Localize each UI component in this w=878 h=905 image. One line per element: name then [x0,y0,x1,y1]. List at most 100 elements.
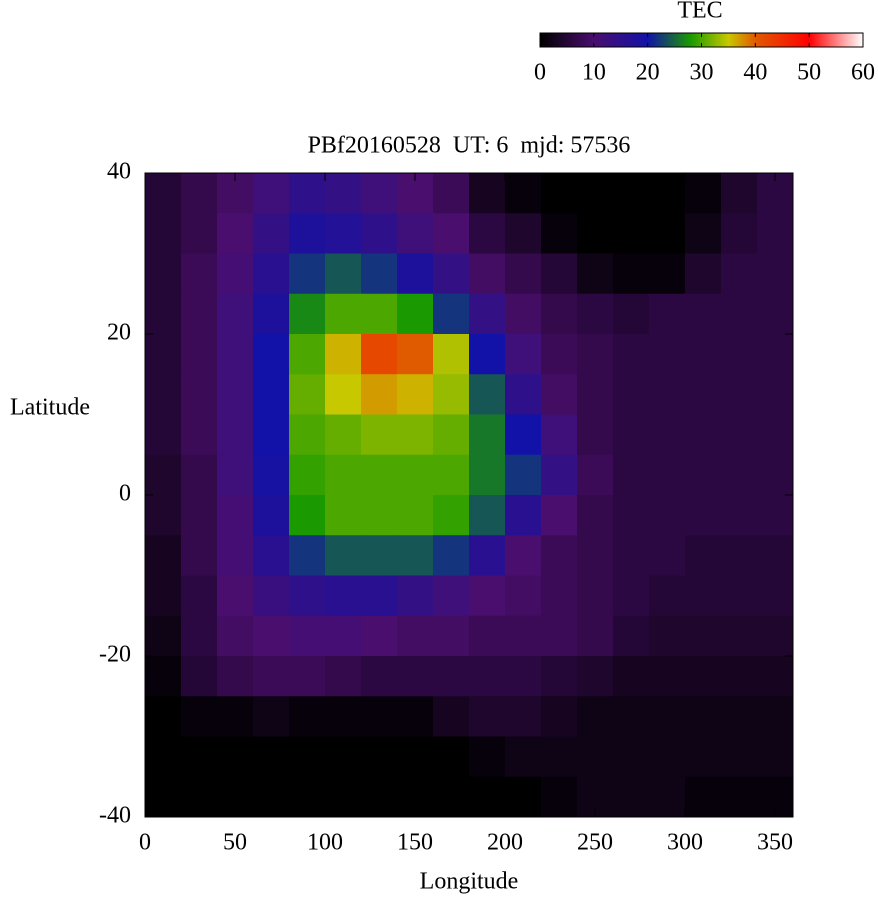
heatmap-cell [325,293,362,335]
heatmap-cell [289,575,326,617]
heatmap-cell [397,253,434,295]
heatmap-cell [361,575,398,617]
heatmap-cell [325,253,362,295]
heatmap-cell [397,293,434,335]
heatmap-cell [721,374,758,415]
chart-title: PBf20160528 UT: 6 mjd: 57536 [308,133,631,159]
heatmap-cell [397,334,434,375]
heatmap-cell [757,615,794,657]
heatmap-cell [361,414,398,456]
heatmap-cell [721,696,758,737]
heatmap-cell [253,454,290,496]
heatmap-cell [433,454,470,496]
heatmap-cell [757,736,794,778]
heatmap-cell [685,293,722,335]
heatmap-cell [685,696,722,737]
heatmap-cell [433,253,470,295]
heatmap-cell [757,293,794,335]
heatmap-cell [505,736,542,778]
heatmap-cell [577,334,614,375]
heatmap-cell [181,736,218,778]
heatmap-cell [649,776,686,818]
heatmap-cell [721,535,758,576]
heatmap-cell [541,293,578,335]
heatmap-cell [541,253,578,295]
heatmap-cell [397,414,434,456]
heatmap-cell [757,495,794,536]
heatmap-cell [289,696,326,737]
heatmap-cell [289,293,326,335]
heatmap-cell [757,575,794,617]
heatmap-cell [613,696,650,737]
x-tick-label: 300 [667,830,703,856]
heatmap-cell [325,535,362,576]
heatmap-cell [721,253,758,295]
heatmap-cell [505,575,542,617]
heatmap-cell [361,213,398,254]
heatmap-cell [361,656,398,697]
heatmap-cell [253,575,290,617]
heatmap-cell [613,374,650,415]
heatmap-cell [181,334,218,375]
heatmap-cell [145,293,182,335]
heatmap-cell [541,615,578,657]
heatmap-cell [469,656,506,697]
heatmap-cell [613,173,650,214]
heatmap-cell [649,736,686,778]
heatmap-cell [577,575,614,617]
heatmap-cell [649,213,686,254]
heatmap-cell [721,615,758,657]
heatmap-cell [577,656,614,697]
heatmap-cell [289,334,326,375]
heatmap-cell [685,334,722,375]
colorbar-tick-label: 40 [743,60,767,86]
heatmap-cell [505,454,542,496]
heatmap-cell [145,776,182,818]
heatmap-cell [541,776,578,818]
heatmap-cell [397,656,434,697]
heatmap-cell [577,495,614,536]
heatmap-cell [397,535,434,576]
heatmap-cell [433,535,470,576]
heatmap-cell [469,293,506,335]
heatmap-cell [505,696,542,737]
heatmap-cell [613,535,650,576]
heatmap-cell [217,615,254,657]
heatmap-cell [145,495,182,536]
heatmap-cell [721,173,758,214]
heatmap-cell [613,293,650,335]
heatmap-cell [433,656,470,697]
heatmap-cell [721,656,758,697]
heatmap-cell [325,414,362,456]
heatmap-cell [253,615,290,657]
heatmap-cell [325,696,362,737]
heatmap-cell [433,414,470,456]
heatmap-cell [181,776,218,818]
heatmap-cell [253,173,290,214]
colorbar-tick-label: 10 [582,60,606,86]
heatmap-cell [145,173,182,214]
heatmap-cell [253,293,290,335]
heatmap-cell [361,334,398,375]
colorbar-tick-label: 50 [797,60,821,86]
heatmap-cell [721,414,758,456]
heatmap-cell [541,454,578,496]
heatmap-cell [721,293,758,335]
heatmap-cell [721,213,758,254]
heatmap-cell [433,173,470,214]
heatmap-cell [577,213,614,254]
heatmap-cell [505,334,542,375]
heatmap-cell [721,776,758,818]
heatmap-cell [361,495,398,536]
y-tick-label: -20 [99,642,131,668]
heatmap-cell [253,736,290,778]
heatmap-cell [145,575,182,617]
heatmap-cell [469,173,506,214]
heatmap-cell [433,334,470,375]
heatmap-cell [289,414,326,456]
heatmap-cell [361,615,398,657]
y-tick-label: 20 [107,320,131,346]
heatmap-cell [181,696,218,737]
heatmap-cell [469,696,506,737]
y-tick-label: 0 [119,481,131,507]
